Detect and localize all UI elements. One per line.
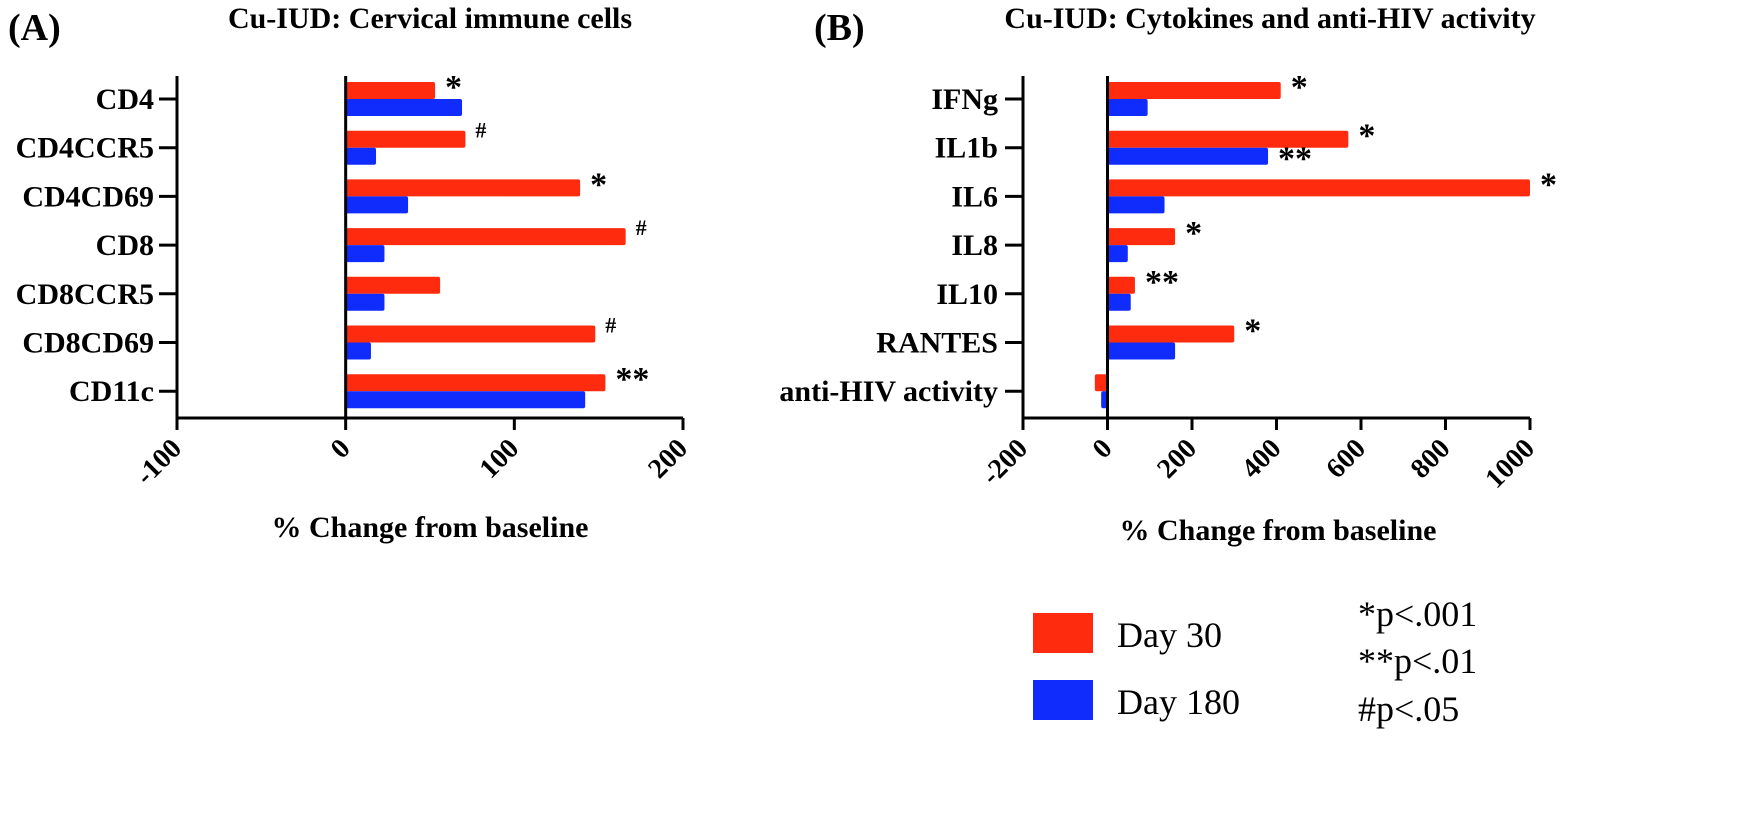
x-tick-label: 0: [1087, 433, 1119, 465]
x-tick-label: -100: [130, 433, 188, 491]
bar-day30-cd11c: [345, 374, 606, 392]
significance-marker: *: [445, 69, 462, 106]
panel-a: (A) Cu-IUD: Cervical immune cells % Chan…: [8, 2, 694, 544]
bar-day180-il10: [1107, 293, 1131, 311]
category-label: IL1b: [935, 132, 998, 165]
significance-marker: *: [1244, 313, 1261, 350]
panel-b-title: Cu-IUD: Cytokines and anti-HIV activity: [1004, 2, 1535, 35]
legend-label-day180: Day 180: [1117, 682, 1240, 722]
legend-swatch-day30: [1033, 613, 1093, 653]
legend-note-p05: #p<.05: [1358, 689, 1459, 729]
bar-day180-cd8ccr5: [345, 293, 385, 311]
legend-swatch-day180: [1033, 680, 1093, 720]
x-tick-label: 400: [1236, 433, 1288, 485]
x-tick-label: 1000: [1479, 433, 1541, 495]
significance-marker: *: [590, 166, 607, 203]
x-tick-label: 600: [1320, 433, 1372, 485]
category-label: CD8CCR5: [16, 278, 154, 311]
x-tick-label: 800: [1405, 433, 1457, 485]
legend-note-p001: *p<.001: [1358, 594, 1477, 634]
significance-marker: *: [1540, 166, 1557, 203]
bar-day180-il6: [1107, 196, 1165, 214]
significance-marker: **: [615, 361, 649, 398]
bar-day30-il6: [1107, 179, 1530, 197]
category-label: CD11c: [69, 375, 154, 408]
panel-a-label: (A): [8, 7, 61, 49]
bar-day180-cd8cd69: [345, 342, 371, 360]
bar-day180-rantes: [1107, 342, 1176, 360]
bar-day30-cd4cd69: [345, 179, 581, 197]
significance-marker: *: [1358, 118, 1375, 155]
legend-label-day30: Day 30: [1117, 615, 1222, 655]
bar-day30-cd4: [345, 82, 436, 99]
bar-day30-anti-hiv-activity: [1094, 374, 1108, 392]
bar-day30-cd8: [345, 228, 626, 246]
bar-day30-cd8ccr5: [345, 276, 441, 294]
bar-day180-cd8: [345, 245, 385, 263]
significance-marker: #: [605, 313, 616, 338]
significance-marker: *: [1185, 215, 1202, 252]
significance-marker: **: [1278, 141, 1312, 178]
x-tick-label: 100: [474, 433, 526, 485]
significance-marker: **: [1145, 264, 1179, 301]
bar-day180-il8: [1107, 245, 1128, 263]
category-label: anti-HIV activity: [779, 375, 998, 408]
category-label: CD4: [96, 83, 154, 116]
bar-day30-ifng: [1107, 82, 1281, 99]
category-label: IL6: [951, 180, 998, 213]
legend-note-p01: **p<.01: [1358, 641, 1477, 681]
category-label: CD4CCR5: [16, 132, 154, 165]
category-label: IL8: [951, 229, 998, 262]
bar-day180-cd4ccr5: [345, 147, 377, 165]
significance-marker: #: [636, 215, 647, 240]
bar-day180-ifng: [1107, 99, 1148, 116]
bar-day30-il8: [1107, 228, 1176, 246]
panel-b-xlabel: % Change from baseline: [1120, 514, 1437, 547]
x-tick-label: 200: [642, 433, 694, 485]
legend: Day 30 Day 180 *p<.001 **p<.01 #p<.05: [1033, 594, 1477, 729]
panel-a-xlabel: % Change from baseline: [272, 511, 589, 544]
x-tick-label: -200: [976, 433, 1034, 491]
category-label: CD4CD69: [22, 180, 154, 213]
panel-a-plot: CD4 * CD4CCR5 # CD4CD69 * CD8 # CD8CCR5 CD8CD69 # C…: [16, 69, 694, 491]
bar-day30-cd4ccr5: [345, 130, 466, 148]
significance-marker: *: [1291, 69, 1308, 106]
bar-day180-cd4: [345, 99, 463, 116]
category-label: RANTES: [876, 327, 998, 360]
bar-day180-cd11c: [345, 391, 586, 409]
bar-day30-il10: [1107, 276, 1135, 294]
panel-b-label: (B): [814, 7, 865, 49]
bar-day180-anti-hiv-activity: [1101, 391, 1108, 409]
bar-day30-il1b: [1107, 130, 1349, 148]
category-label: IL10: [936, 278, 998, 311]
bar-day30-rantes: [1107, 325, 1235, 343]
category-label: CD8CD69: [22, 327, 154, 360]
bar-day30-cd8cd69: [345, 325, 596, 343]
bar-day180-cd4cd69: [345, 196, 409, 214]
significance-marker: #: [475, 118, 486, 143]
category-label: IFNg: [931, 83, 998, 116]
x-tick-label: 0: [325, 433, 357, 465]
bar-day180-il1b: [1107, 147, 1269, 165]
panel-a-title: Cu-IUD: Cervical immune cells: [228, 2, 632, 35]
panel-b-plot: IFNg *IL1b ***IL6 *IL8 *IL10 **RANTES *anti-HI…: [779, 69, 1557, 495]
x-tick-label: 200: [1151, 433, 1203, 485]
category-label: CD8: [96, 229, 154, 262]
panel-b: (B) Cu-IUD: Cytokines and anti-HIV activ…: [779, 2, 1557, 547]
